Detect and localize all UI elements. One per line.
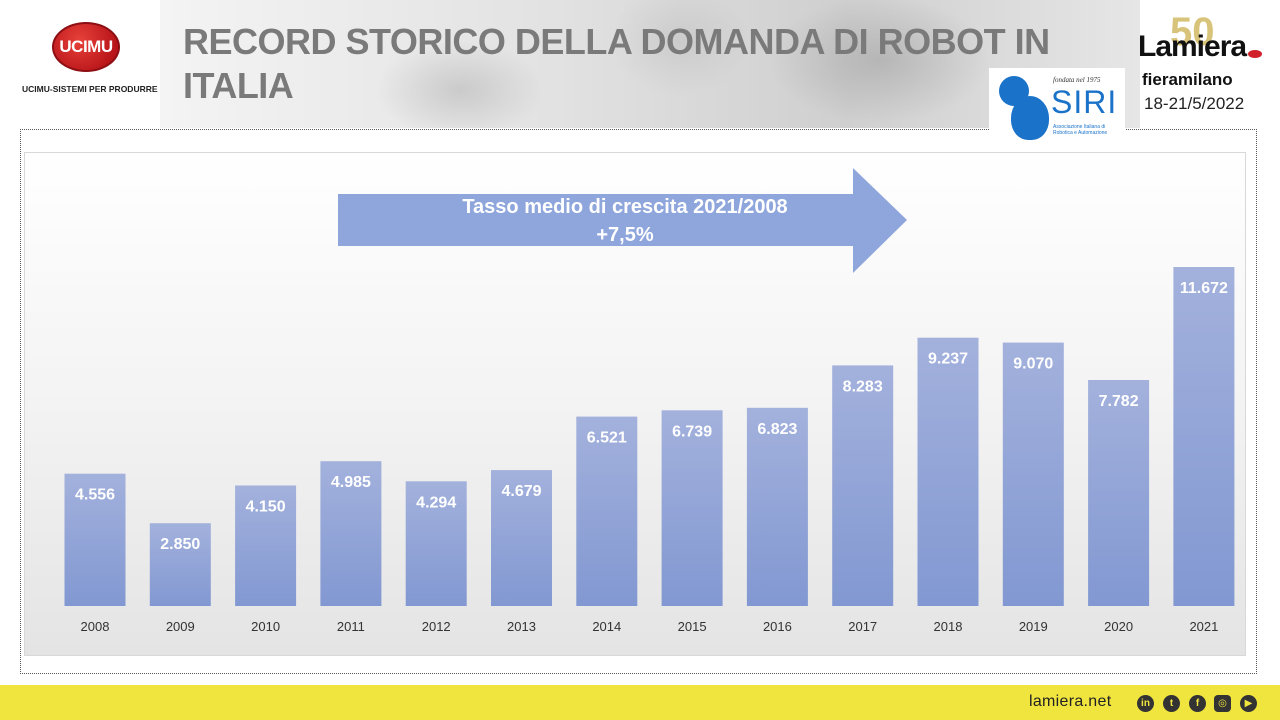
bar-2017 <box>832 365 894 606</box>
bar-2020 <box>1088 380 1150 606</box>
ucimu-subtitle: UCIMU-SISTEMI PER PRODURRE <box>22 84 158 94</box>
x-tick-label-2011: 2011 <box>337 619 365 634</box>
x-tick-label-2012: 2012 <box>422 619 451 634</box>
bar-2008 <box>64 473 126 606</box>
data-label-2008: 4.556 <box>75 487 115 504</box>
bar-2021 <box>1173 267 1235 606</box>
siri-founded: fondata nel 1975 <box>1053 76 1101 84</box>
x-tick-label-2016: 2016 <box>763 619 792 634</box>
data-label-2012: 4.294 <box>416 494 456 511</box>
footer-bar: lamiera.net in t f ◎ ▶ <box>0 685 1280 720</box>
twitter-icon[interactable]: t <box>1163 695 1180 712</box>
lamiera-wordmark: Lamiera <box>1138 30 1247 63</box>
growth-arrow <box>338 168 907 273</box>
x-tick-label-2018: 2018 <box>934 619 963 634</box>
growth-annotation-value: +7,5% <box>596 224 654 246</box>
data-label-2013: 4.679 <box>501 483 541 500</box>
x-tick-label-2019: 2019 <box>1019 619 1048 634</box>
growth-annotation-title: Tasso medio di crescita 2021/2008 <box>462 196 788 218</box>
footer-website-link[interactable]: lamiera.net <box>1029 693 1112 710</box>
data-label-2021: 11.672 <box>1180 280 1228 297</box>
x-tick-label-2021: 2021 <box>1189 619 1218 634</box>
x-tick-label-2008: 2008 <box>81 619 110 634</box>
data-label-2015: 6.739 <box>672 423 712 440</box>
bar-2009 <box>149 523 211 606</box>
lamiera-fifty-mark: 50 <box>1170 10 1215 54</box>
data-label-2019: 9.070 <box>1013 356 1053 373</box>
bar-2010 <box>235 485 297 606</box>
growth-annotation: Tasso medio di crescita 2021/2008 +7,5% <box>400 193 850 249</box>
data-label-2011: 4.985 <box>331 474 371 491</box>
x-tick-label-2010: 2010 <box>251 619 280 634</box>
event-dates: 18-21/5/2022 <box>1144 94 1245 113</box>
bar-2011 <box>320 461 382 606</box>
bar-2012 <box>405 481 467 606</box>
fieramilano-label: fieramilano <box>1142 70 1233 89</box>
data-label-2018: 9.237 <box>928 351 968 368</box>
chart-frame <box>20 129 1257 674</box>
ucimu-logo-mark: UCIMU <box>52 22 120 72</box>
data-label-2014: 6.521 <box>587 430 627 447</box>
lamiera-logo: 50 Lamiera fieramilano 18-21/5/2022 <box>1136 12 1268 122</box>
youtube-icon[interactable]: ▶ <box>1240 695 1257 712</box>
x-tick-label-2014: 2014 <box>592 619 621 634</box>
header-background <box>160 0 1140 128</box>
lamiera-lips-icon <box>1248 50 1262 58</box>
data-label-2020: 7.782 <box>1099 393 1139 410</box>
x-tick-label-2013: 2013 <box>507 619 536 634</box>
siri-wordmark: SIRI <box>1051 84 1118 120</box>
bar-2015 <box>661 410 723 606</box>
facebook-icon[interactable]: f <box>1189 695 1206 712</box>
bar-2018 <box>917 337 979 606</box>
ucimu-logo: UCIMU UCIMU-SISTEMI PER PRODURRE <box>18 22 158 102</box>
siri-description: Associazione Italiana di Robotica e Auto… <box>1053 124 1108 136</box>
x-tick-label-2009: 2009 <box>166 619 195 634</box>
siri-logo: fondata nel 1975 SIRI Associazione Itali… <box>989 68 1125 152</box>
page-title: RECORD STORICO DELLA DOMANDA DI ROBOT IN… <box>183 21 1050 106</box>
data-label-2009: 2.850 <box>160 536 200 553</box>
bar-2019 <box>1002 342 1064 606</box>
bar-2013 <box>491 470 552 606</box>
x-tick-label-2017: 2017 <box>848 619 877 634</box>
instagram-icon[interactable]: ◎ <box>1214 695 1231 712</box>
bar-2014 <box>576 416 638 606</box>
linkedin-icon[interactable]: in <box>1137 695 1154 712</box>
data-label-2017: 8.283 <box>843 378 883 395</box>
bar-2016 <box>746 407 808 606</box>
data-label-2016: 6.823 <box>757 421 797 438</box>
data-label-2010: 4.150 <box>246 499 286 516</box>
x-tick-label-2015: 2015 <box>678 619 707 634</box>
siri-logo-mark-body <box>1011 96 1049 140</box>
x-tick-label-2020: 2020 <box>1104 619 1133 634</box>
